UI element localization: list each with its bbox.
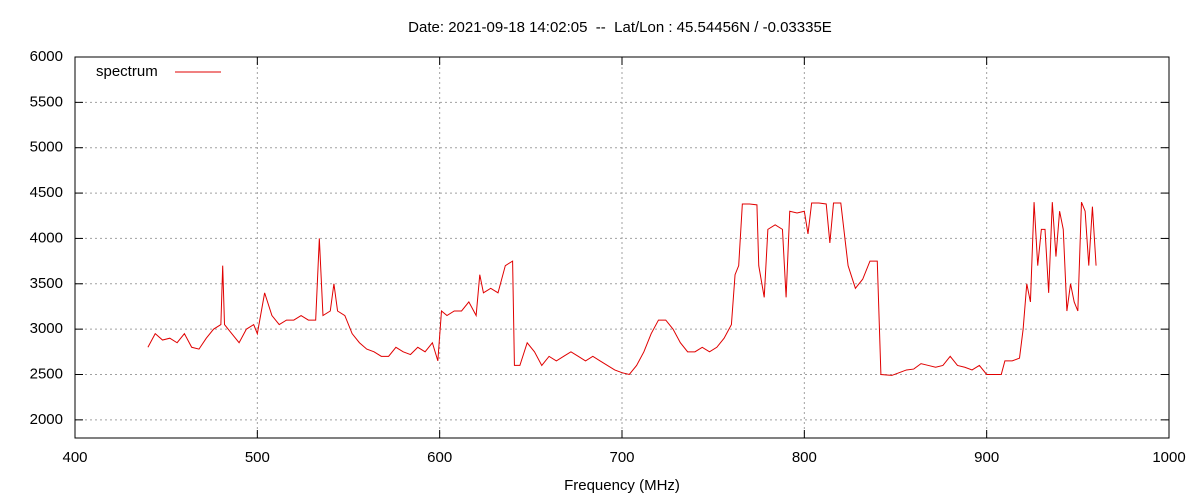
x-tick-label: 600: [427, 449, 452, 466]
plot-frame: [74, 56, 1170, 439]
y-tick-label: 2500: [30, 365, 63, 382]
y-tick-label: 5500: [30, 93, 63, 110]
y-tick-label: 4000: [30, 229, 63, 246]
x-tick-label: 800: [792, 449, 817, 466]
y-tick-label: 6000: [30, 48, 63, 65]
y-tick-label: 2000: [30, 411, 63, 428]
legend-label: spectrum: [96, 63, 158, 80]
x-tick-label: 500: [245, 449, 270, 466]
x-tick-label: 400: [62, 449, 87, 466]
y-tick-label: 3000: [30, 320, 63, 337]
y-tick-label: 3500: [30, 275, 63, 292]
x-tick-label: 700: [609, 449, 634, 466]
x-tick-label: 900: [974, 449, 999, 466]
chart-title: Date: 2021-09-18 14:02:05 -- Lat/Lon : 4…: [408, 19, 832, 36]
x-tick-label: 1000: [1152, 449, 1185, 466]
y-tick-label: 5000: [30, 139, 63, 156]
y-tick-label: 4500: [30, 184, 63, 201]
x-axis-label: Frequency (MHz): [564, 477, 680, 494]
series-line: [147, 201, 1097, 376]
